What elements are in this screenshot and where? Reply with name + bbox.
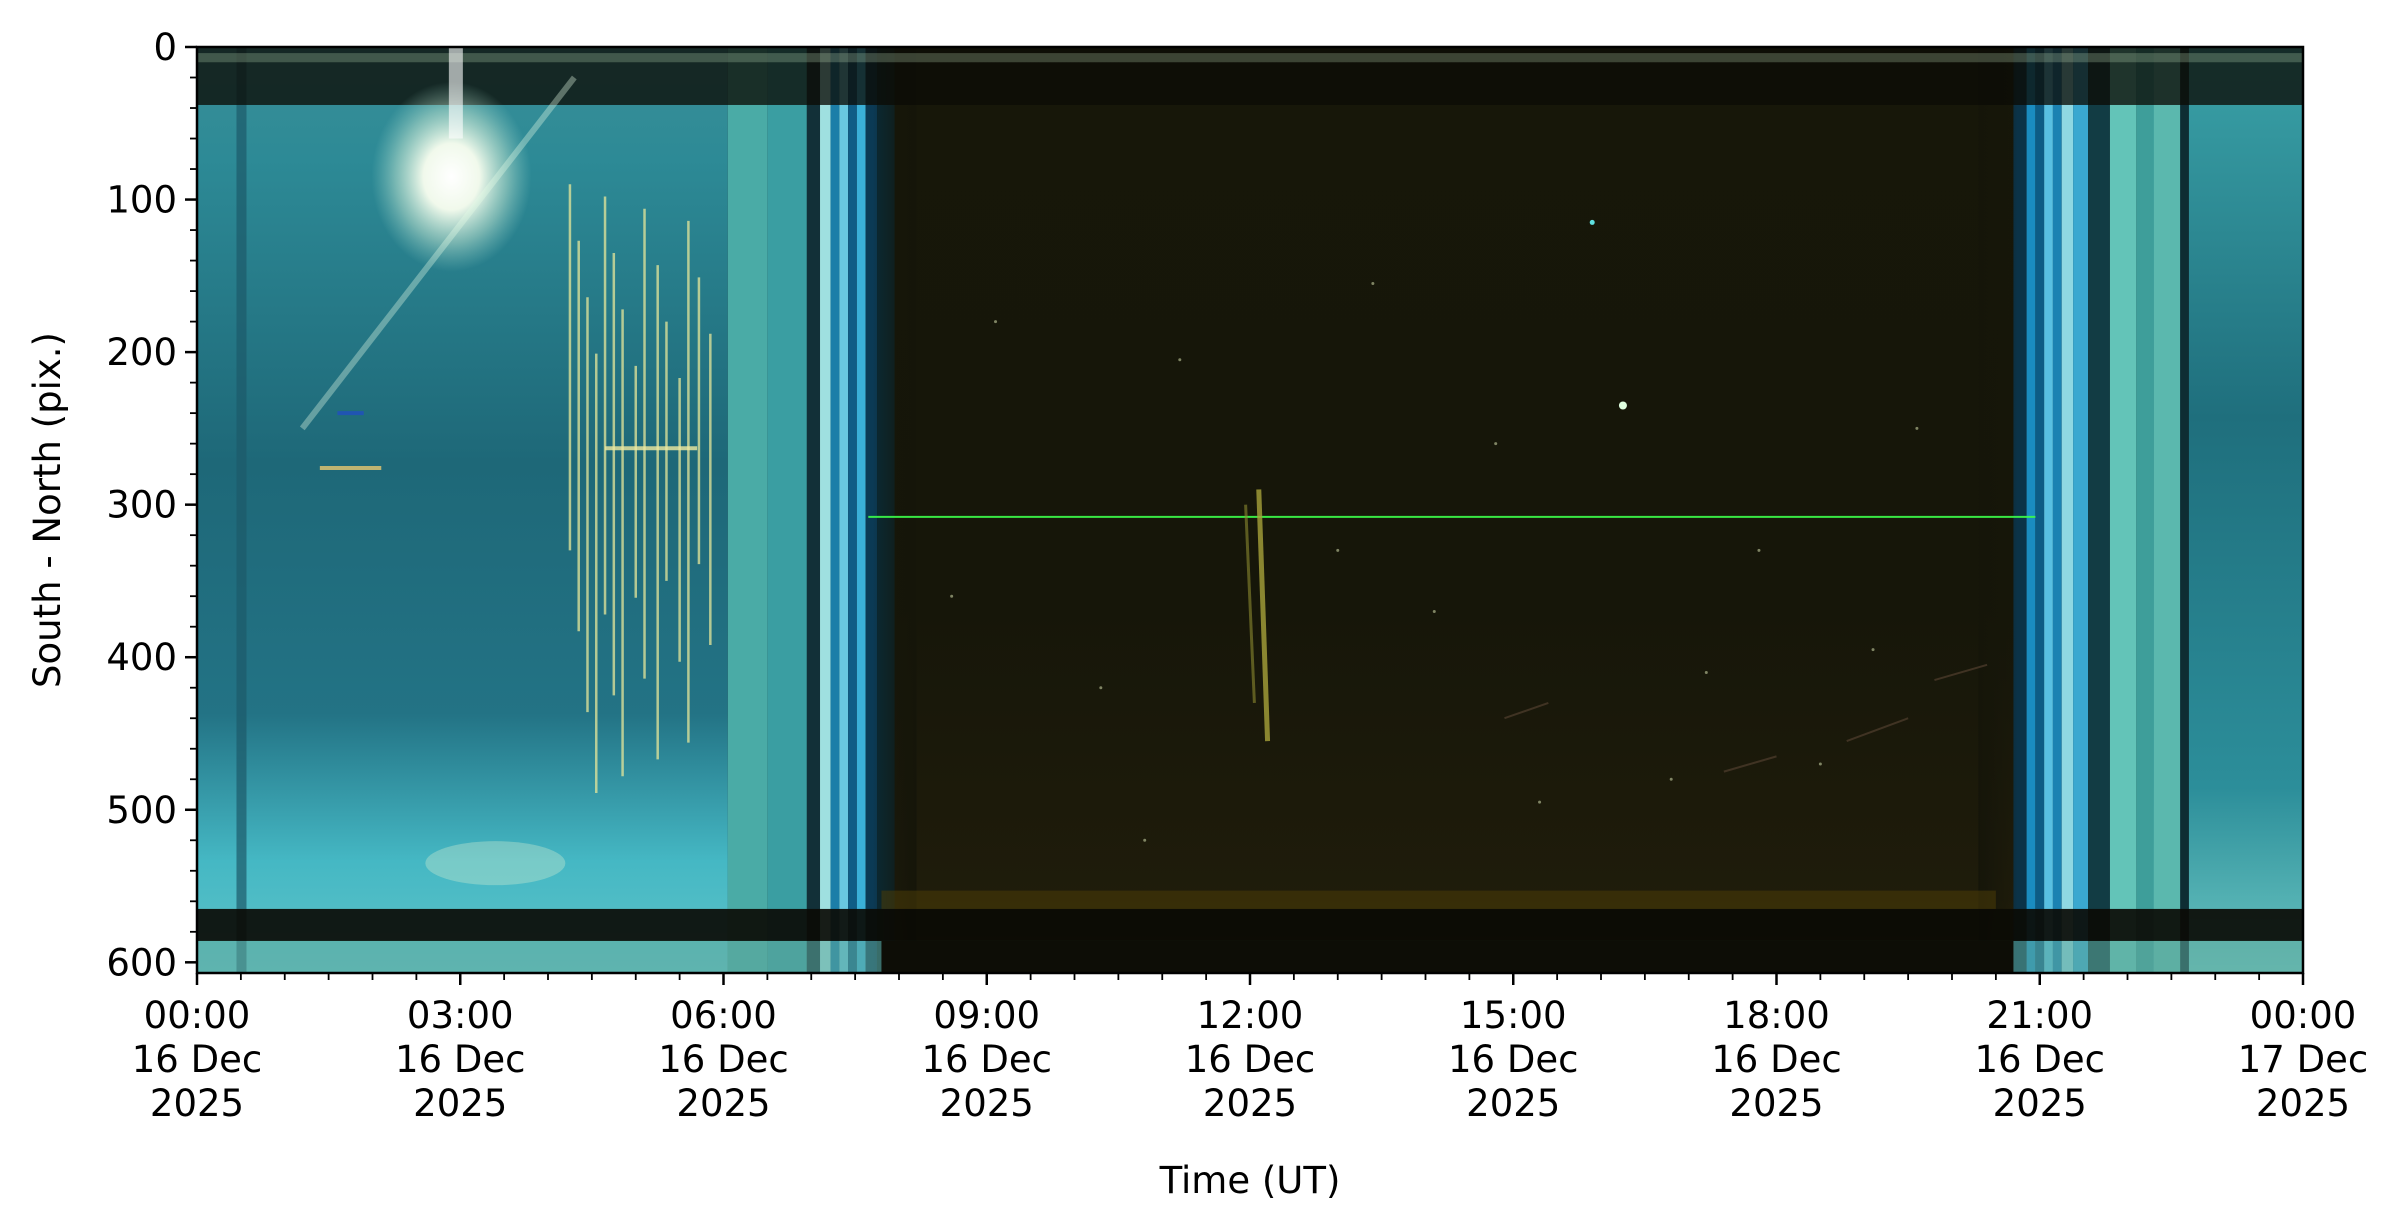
x-tick-label: 15:00 bbox=[1460, 994, 1567, 1037]
bottom-horizon-band bbox=[197, 908, 2303, 941]
x-tick-label: 16 Dec bbox=[1448, 1038, 1578, 1081]
x-tick-label: 00:00 bbox=[144, 994, 251, 1037]
x-tick-label: 12:00 bbox=[1197, 994, 1304, 1037]
sun-glare bbox=[371, 81, 532, 272]
star bbox=[1336, 548, 1340, 552]
x-tick-label: 2025 bbox=[150, 1082, 244, 1125]
star-trail bbox=[1934, 663, 1988, 682]
dawn-blend bbox=[1978, 47, 2018, 973]
keogram-image bbox=[197, 47, 2303, 973]
y-tick-label: 200 bbox=[106, 331, 177, 374]
star-trail bbox=[1723, 755, 1777, 773]
x-tick-label: 16 Dec bbox=[1185, 1038, 1315, 1081]
night-horizon-glow bbox=[881, 890, 1996, 909]
star bbox=[1494, 442, 1498, 446]
y-tick-label: 300 bbox=[106, 484, 177, 527]
star bbox=[1871, 648, 1875, 652]
dusk-blend bbox=[872, 47, 917, 973]
twilight-stripe bbox=[2052, 47, 2062, 973]
y-tick-label: 0 bbox=[153, 26, 177, 69]
star bbox=[1757, 548, 1761, 552]
x-axis-label: Time (UT) bbox=[1159, 1159, 1341, 1202]
y-tick-label: 600 bbox=[106, 941, 177, 984]
twilight-stripe bbox=[727, 47, 768, 973]
star bbox=[1669, 777, 1673, 781]
star bbox=[1371, 281, 1375, 285]
twilight-stripe bbox=[830, 47, 840, 973]
y-tick-label: 500 bbox=[106, 789, 177, 832]
twilight-stripe bbox=[2088, 47, 2110, 973]
twilight-stripe bbox=[767, 47, 807, 973]
star bbox=[1915, 426, 1919, 430]
top-horizon-band bbox=[197, 47, 2303, 105]
bottom-ground-night bbox=[881, 940, 2014, 973]
twilight-stripe bbox=[2180, 47, 2189, 973]
star bbox=[1143, 838, 1147, 842]
x-tick-label: 2025 bbox=[1203, 1082, 1297, 1125]
x-tick-label: 16 Dec bbox=[922, 1038, 1052, 1081]
twilight-stripe bbox=[2109, 47, 2137, 973]
bright-star bbox=[1618, 401, 1627, 410]
x-tick-label: 2025 bbox=[1993, 1082, 2087, 1125]
twilight-stripe bbox=[2073, 47, 2089, 973]
x-tick-label: 2025 bbox=[1729, 1082, 1823, 1125]
x-tick-label: 18:00 bbox=[1723, 994, 1830, 1037]
low-cloud bbox=[425, 841, 566, 886]
x-tick-label: 2025 bbox=[2256, 1082, 2350, 1125]
x-tick-label: 2025 bbox=[940, 1082, 1034, 1125]
y-tick-label: 400 bbox=[106, 636, 177, 679]
star bbox=[1432, 609, 1436, 613]
x-tick-label: 2025 bbox=[676, 1082, 770, 1125]
twilight-stripe bbox=[2061, 47, 2074, 973]
dark-strip bbox=[236, 47, 247, 973]
twilight-stripe bbox=[2044, 47, 2053, 973]
x-tick-label: 16 Dec bbox=[395, 1038, 525, 1081]
night-cloud-streak bbox=[1244, 504, 1256, 704]
y-axis-label: South - North (pix.) bbox=[26, 332, 69, 688]
star bbox=[1818, 762, 1822, 766]
twilight-stripe bbox=[820, 47, 831, 973]
x-tick-label: 03:00 bbox=[407, 994, 514, 1037]
twilight-stripe bbox=[848, 47, 857, 973]
glare-streak bbox=[299, 75, 577, 431]
star bbox=[950, 594, 954, 598]
x-tick-label: 09:00 bbox=[933, 994, 1040, 1037]
twilight-stripe bbox=[2136, 47, 2154, 973]
x-tick-label: 17 Dec bbox=[2238, 1038, 2368, 1081]
top-band-highlight bbox=[197, 53, 2303, 63]
twilight-stripe bbox=[2035, 47, 2045, 973]
x-tick-label: 16 Dec bbox=[132, 1038, 262, 1081]
y-tick-label: 100 bbox=[106, 179, 177, 222]
x-tick-label: 16 Dec bbox=[1711, 1038, 1841, 1081]
star bbox=[1704, 670, 1708, 674]
star bbox=[994, 320, 998, 324]
twilight-stripe bbox=[806, 47, 821, 973]
x-tick-label: 2025 bbox=[1466, 1082, 1560, 1125]
star-trail bbox=[1504, 702, 1549, 720]
x-tick-label: 00:00 bbox=[2250, 994, 2357, 1037]
x-tick-label: 06:00 bbox=[670, 994, 777, 1037]
x-tick-label: 21:00 bbox=[1986, 994, 2093, 1037]
twilight-stripe bbox=[2026, 47, 2036, 973]
star bbox=[1589, 219, 1595, 225]
x-tick-label: 2025 bbox=[413, 1082, 507, 1125]
x-tick-label: 16 Dec bbox=[1975, 1038, 2105, 1081]
star bbox=[1178, 358, 1182, 362]
x-tick-label: 16 Dec bbox=[658, 1038, 788, 1081]
twilight-stripe bbox=[856, 47, 866, 973]
night-cloud-streak bbox=[1256, 489, 1271, 742]
star bbox=[1099, 686, 1103, 690]
twilight-stripe bbox=[2153, 47, 2181, 973]
twilight-stripe bbox=[865, 47, 878, 973]
twilight-stripe bbox=[839, 47, 849, 973]
star-trail bbox=[1846, 717, 1909, 743]
star bbox=[1538, 800, 1542, 804]
